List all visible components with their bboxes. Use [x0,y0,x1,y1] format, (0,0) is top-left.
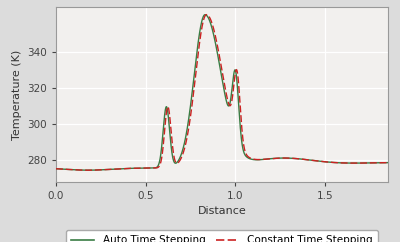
Constant Time Stepping [54,167,58,170]
Auto Time Stepping [376,161,381,164]
Auto Time Stepping [215,54,220,57]
Constant Time Stepping [315,159,320,162]
Constant Time Stepping [204,13,209,16]
Auto Time Stepping [206,18,211,21]
Constant Time Stepping [70,168,75,171]
Auto Time Stepping [315,159,320,162]
Constant Time Stepping [86,169,91,172]
Auto Time Stepping [70,168,75,171]
Constant Time Stepping [376,161,381,164]
Constant Time Stepping [215,46,220,49]
Legend: Auto Time Stepping, Constant Time Stepping: Auto Time Stepping, Constant Time Steppi… [66,230,378,242]
Constant Time Stepping [386,161,390,164]
Auto Time Stepping [86,169,91,172]
Auto Time Stepping [202,13,207,16]
Line: Auto Time Stepping: Auto Time Stepping [56,15,388,170]
Auto Time Stepping [54,167,58,170]
Auto Time Stepping [376,161,381,164]
Constant Time Stepping [206,15,211,18]
Y-axis label: Temperature (K): Temperature (K) [12,49,22,139]
X-axis label: Distance: Distance [198,206,246,216]
Line: Constant Time Stepping: Constant Time Stepping [56,15,388,170]
Auto Time Stepping [386,161,390,164]
Constant Time Stepping [376,161,381,164]
